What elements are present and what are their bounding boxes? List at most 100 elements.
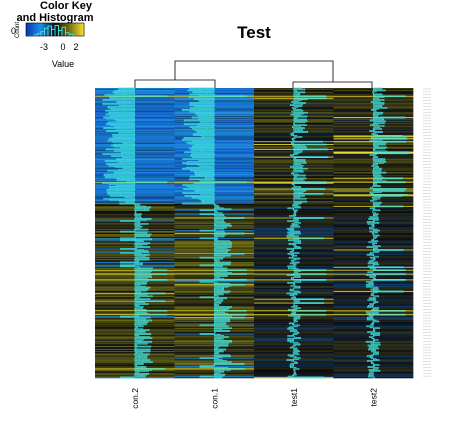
heatmap-cell — [254, 365, 334, 367]
heatmap-cell — [174, 120, 255, 123]
heatmap-cell — [95, 166, 175, 168]
color-key-swatch — [37, 23, 40, 36]
heatmap-cell — [95, 120, 175, 123]
heatmap-cell — [95, 191, 175, 193]
heatmap-cell — [95, 172, 175, 174]
heatmap-cell — [174, 131, 255, 133]
heatmap-cell — [254, 142, 334, 144]
heatmap-cell — [333, 252, 414, 254]
heatmap-cell — [174, 105, 255, 107]
color-key-tick-0: 0 — [60, 42, 65, 52]
heatmap-cell — [95, 185, 175, 187]
chart-title: Test — [237, 23, 271, 42]
color-key-swatch — [29, 23, 33, 36]
trace-lines — [102, 87, 410, 379]
heatmap-cell — [174, 137, 255, 139]
heatmap-cell — [174, 161, 255, 163]
heatmap-cell — [95, 91, 175, 94]
heatmap-cell — [254, 326, 334, 329]
trace-line — [286, 87, 329, 379]
column-label: con.1 — [209, 388, 219, 409]
heatmap-cell — [174, 130, 255, 132]
heatmap-cell — [174, 150, 255, 153]
color-key-swatch — [49, 23, 52, 36]
heatmap-cell — [333, 316, 414, 318]
heatmap-cell — [333, 336, 414, 338]
heatmap-cell — [174, 146, 255, 148]
color-key-swatch — [39, 23, 42, 36]
color-key: Color Key and Histogram Count 0 -3 0 2 V… — [11, 0, 94, 69]
heatmap-cell — [174, 112, 255, 114]
color-key-swatch — [72, 23, 75, 36]
heatmap-cell — [95, 112, 175, 114]
heatmap-cell — [333, 361, 414, 363]
heatmap-cell — [254, 256, 334, 258]
heatmap-cell — [174, 101, 255, 103]
color-key-swatch — [68, 23, 71, 36]
heatmap-cell — [95, 105, 175, 107]
trace-line — [365, 87, 410, 379]
heatmap-cell — [254, 250, 334, 252]
color-key-swatch — [45, 23, 48, 36]
color-key-swatch — [41, 23, 44, 36]
heatmap-cell — [95, 202, 175, 204]
color-key-swatch — [35, 23, 38, 36]
heatmap-cell — [95, 197, 175, 199]
heatmap-cell — [174, 116, 255, 118]
heatmap-cell — [174, 100, 255, 102]
heatmap-cell — [95, 100, 175, 102]
color-key-histogram — [26, 25, 77, 37]
color-key-swatch — [26, 23, 29, 36]
color-key-swatch — [55, 23, 58, 36]
column-labels: con.2 con.1 test1 test2 — [130, 388, 379, 409]
heatmap-cell — [174, 107, 255, 109]
heatmap-cell — [174, 136, 255, 138]
heatmap-cell — [174, 196, 255, 198]
heatmap-cell — [95, 136, 175, 138]
column-dendrogram — [134, 60, 373, 88]
heatmap-cell — [95, 151, 175, 154]
color-key-swatch — [33, 23, 36, 36]
heatmap-cell — [174, 160, 255, 162]
heatmap-cell — [174, 171, 255, 173]
heatmap-cell — [333, 281, 414, 283]
heatmap-cell — [174, 365, 255, 367]
heatmap-cell — [95, 141, 175, 143]
heatmap-cell — [95, 176, 175, 179]
heatmap-cell — [174, 90, 255, 93]
heatmap-cell — [174, 96, 255, 98]
heatmap-cell — [95, 146, 175, 149]
heatmap-cell — [333, 227, 414, 229]
heatmap-cell — [254, 172, 334, 174]
heatmap-cell — [174, 172, 255, 174]
color-key-tick-neg3: -3 — [40, 42, 48, 52]
heatmap-cell — [95, 106, 175, 108]
heatmap-cell — [95, 156, 175, 158]
heatmap-cell — [95, 377, 175, 379]
color-key-tick-2: 2 — [73, 42, 78, 52]
heatmap-cell — [174, 121, 255, 124]
color-key-swatch — [74, 23, 77, 36]
heatmap-cell — [95, 125, 175, 127]
color-key-swatch — [78, 23, 81, 36]
heatmap-cell — [95, 107, 175, 109]
heatmap-cell — [333, 325, 414, 328]
heatmap-cell — [333, 270, 414, 272]
heatmap-cell — [174, 91, 255, 94]
color-key-swatch — [66, 23, 69, 36]
heatmap-cell — [95, 190, 175, 192]
heatmap-cell — [174, 175, 255, 178]
color-key-title-line1: Color Key — [40, 0, 93, 12]
heatmap-cell — [174, 146, 255, 149]
heatmap-cell — [174, 166, 255, 168]
trace-line — [181, 87, 247, 379]
color-key-swatch — [58, 23, 62, 36]
row-labels — [423, 88, 431, 377]
trace-line — [102, 87, 168, 379]
heatmap-cell — [333, 356, 414, 358]
heatmap-cell — [95, 117, 175, 119]
heatmap-cell — [174, 176, 255, 179]
color-key-frame — [25, 22, 85, 37]
heatmap-cell — [95, 96, 175, 98]
heatmap-cell — [95, 167, 175, 169]
